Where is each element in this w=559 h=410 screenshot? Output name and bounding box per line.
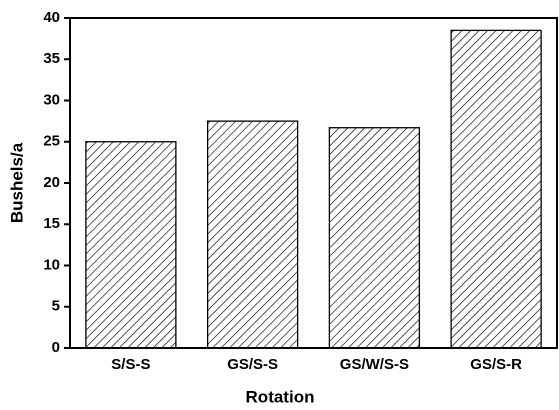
- y-axis-title: Bushels/a: [7, 142, 26, 223]
- y-tick-label: 30: [43, 91, 60, 108]
- bar: [85, 141, 177, 349]
- y-tick-label: 20: [43, 174, 60, 191]
- x-axis-title: Rotation: [246, 387, 315, 406]
- y-tick-label: 0: [52, 339, 60, 356]
- bar: [450, 29, 542, 349]
- y-tick-label: 25: [43, 133, 60, 150]
- y-tick-label: 35: [43, 50, 60, 67]
- y-tick-label: 40: [43, 9, 60, 26]
- y-tick-label: 10: [43, 256, 60, 273]
- x-tick-label: GS/W/S-S: [340, 356, 409, 373]
- x-tick-label: GS/S-R: [470, 356, 522, 373]
- bar: [328, 127, 421, 349]
- x-tick-label: GS/S-S: [227, 356, 278, 373]
- bar: [206, 120, 299, 349]
- y-tick-label: 15: [43, 215, 60, 232]
- x-tick-label: S/S-S: [111, 356, 150, 373]
- y-tick-label: 5: [52, 298, 60, 315]
